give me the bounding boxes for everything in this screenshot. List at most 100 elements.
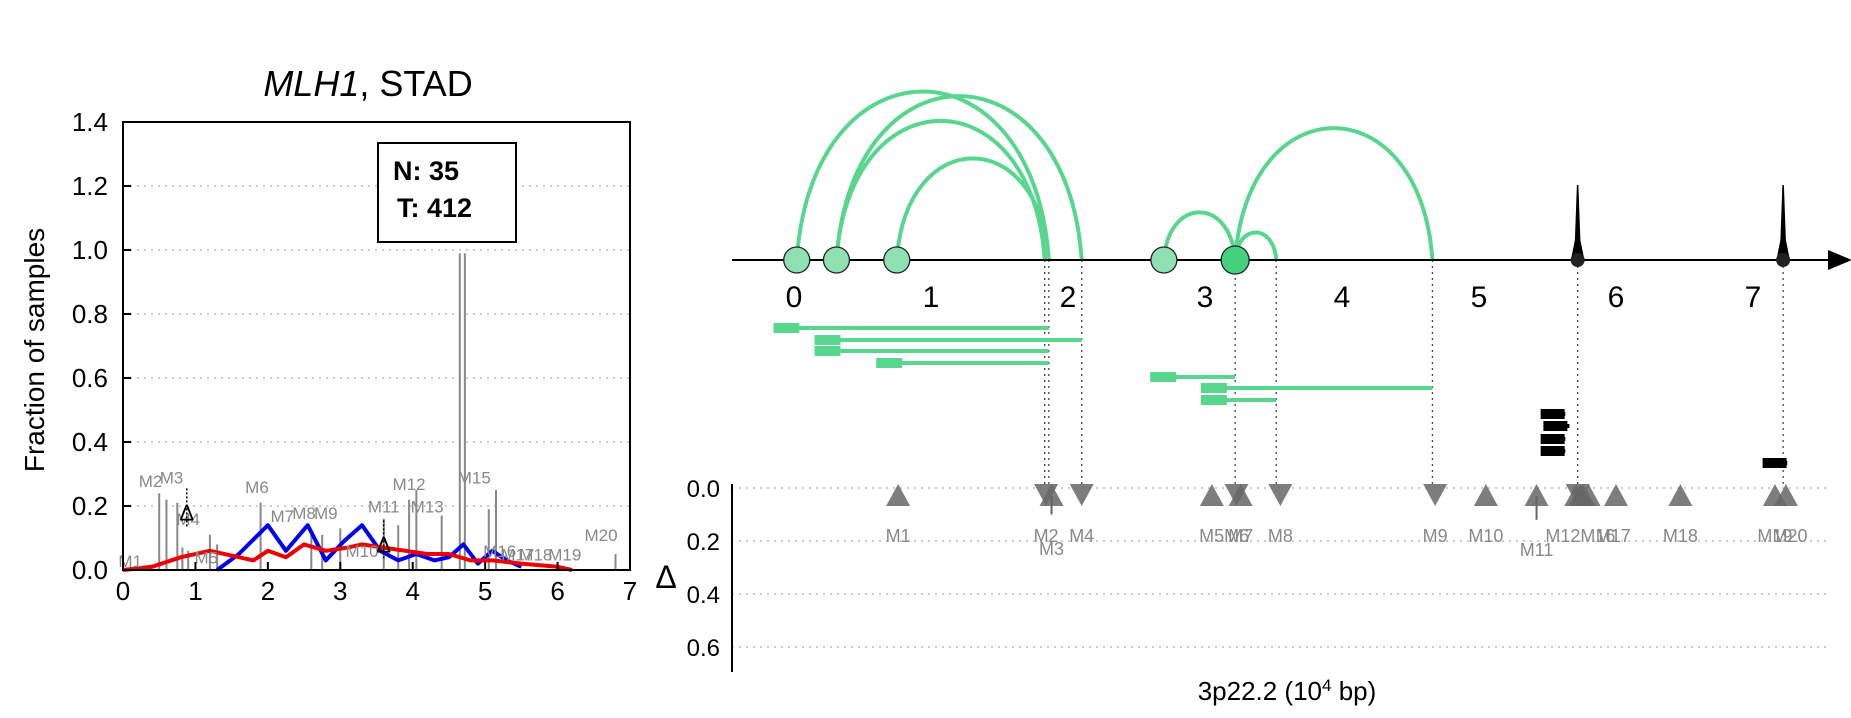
mutation-label: M18 bbox=[1663, 526, 1698, 546]
junction-arc bbox=[794, 89, 1051, 261]
black-block bbox=[1762, 458, 1787, 468]
y-tick-label: 0.6 bbox=[72, 363, 108, 393]
start-site-icon bbox=[1220, 245, 1250, 275]
genome-tick-label: 2 bbox=[1060, 281, 1077, 314]
mutation-triangle-icon bbox=[1773, 484, 1798, 506]
mutation-label: M4 bbox=[1069, 526, 1094, 546]
chart-title: MLH1, STAD bbox=[263, 63, 472, 104]
isoform-exon bbox=[1200, 383, 1227, 393]
genome-tick-label: 4 bbox=[1334, 281, 1351, 314]
peak bbox=[1570, 184, 1585, 261]
mutation-label: M12M16 bbox=[1545, 526, 1615, 546]
black-block bbox=[1540, 446, 1565, 456]
junction-arc bbox=[1161, 210, 1238, 261]
marker-label: M11 bbox=[368, 497, 400, 516]
delta-marker: Δ bbox=[179, 500, 194, 525]
mutation-label: M7 bbox=[1228, 526, 1253, 546]
mutation-label: M17 bbox=[1596, 526, 1631, 546]
x-tick-label: 5 bbox=[478, 576, 492, 606]
mutation-label: M2 bbox=[1034, 526, 1059, 546]
mutation-triangle-icon bbox=[1668, 484, 1693, 506]
x-tick-label: 7 bbox=[623, 576, 637, 606]
genome-tick-label: 6 bbox=[1608, 281, 1625, 314]
isoform-exon bbox=[814, 335, 841, 345]
start-sites bbox=[783, 245, 1250, 275]
mutation-triangle-icon bbox=[1199, 484, 1224, 506]
black-block bbox=[1540, 409, 1565, 419]
mutation-label: M10 bbox=[1468, 526, 1503, 546]
genome-tick-label: 1 bbox=[923, 281, 940, 314]
series-line bbox=[122, 542, 573, 572]
genome-tick-label: 5 bbox=[1471, 281, 1488, 314]
mutation-label: M1 bbox=[886, 526, 911, 546]
marker-label: M13 bbox=[411, 497, 444, 516]
marker-label: M16 bbox=[483, 542, 516, 561]
mutation-triangle-icon bbox=[1268, 484, 1293, 506]
mutation-label: M8 bbox=[1268, 526, 1293, 546]
marker-label: M20 bbox=[584, 526, 617, 545]
axis-arrow-icon bbox=[1828, 250, 1851, 270]
black-blocks bbox=[1540, 409, 1788, 468]
marker-label: M5 bbox=[194, 549, 218, 568]
isoform-exon bbox=[814, 346, 841, 356]
genome-tick-label: 0 bbox=[786, 281, 803, 314]
mutation-triangle-icon bbox=[1423, 484, 1448, 506]
mutation-label: M9 bbox=[1423, 526, 1448, 546]
y-tick-label: 1.2 bbox=[72, 171, 108, 201]
delta-grid bbox=[732, 487, 1830, 648]
delta-tick-label: 0.0 bbox=[687, 476, 720, 503]
mutation-triangle-icon bbox=[1576, 484, 1601, 506]
mutation-label: M11 bbox=[1520, 540, 1554, 560]
x-tick-label: 6 bbox=[550, 576, 564, 606]
legend-box: N: 35 T: 412 bbox=[377, 142, 517, 243]
mutation-label: M20 bbox=[1772, 526, 1807, 546]
peak-base bbox=[1776, 253, 1791, 267]
mutation-label: M19 bbox=[1757, 526, 1792, 546]
grid bbox=[123, 121, 630, 507]
delta-axis-label: Δ bbox=[655, 559, 676, 595]
isoform-exon bbox=[1150, 372, 1177, 382]
junction-arc bbox=[834, 94, 1084, 261]
mutation-triangle-icon bbox=[1228, 484, 1253, 506]
x-tick-label: 2 bbox=[261, 576, 275, 606]
marker-label: M15 bbox=[458, 469, 491, 488]
delta-tick-label: 0.4 bbox=[687, 582, 720, 609]
marker-label: M1 bbox=[118, 552, 142, 571]
peak-base bbox=[1570, 253, 1585, 267]
black-block bbox=[1543, 421, 1568, 431]
marker-label: M18 bbox=[519, 545, 552, 564]
mutation-label: M5M6 bbox=[1199, 526, 1249, 546]
marker-label: M4 bbox=[176, 510, 200, 529]
y-tick-label: 0.2 bbox=[72, 491, 108, 521]
marker-labels: M1M2M3M4M5M6M7M8M9M10M11M12M13M15M16M17M… bbox=[118, 469, 617, 571]
x-tick-label: 4 bbox=[405, 576, 419, 606]
junction-arcs bbox=[794, 89, 1435, 261]
tumor-count: T: 412 bbox=[397, 193, 472, 223]
start-site-icon bbox=[783, 246, 811, 274]
junction-arc bbox=[1233, 126, 1435, 261]
plot-frame bbox=[122, 121, 631, 571]
y-tick-label: 0.0 bbox=[72, 555, 108, 585]
isoform-exon bbox=[1200, 395, 1227, 405]
start-site-icon bbox=[883, 246, 911, 274]
delta-tick-label: 0.6 bbox=[687, 635, 720, 662]
peaks bbox=[1570, 184, 1791, 267]
marker-label: M6 bbox=[245, 478, 269, 497]
mutation-triangle-icon bbox=[1524, 484, 1549, 506]
mutation-label: M3 bbox=[1039, 539, 1064, 559]
genome-ticks: 0 1 2 3 4 5 6 7 bbox=[786, 281, 1762, 314]
x-axis-label: 3p22.2 (104 bp) bbox=[1198, 676, 1377, 706]
series-lines bbox=[122, 523, 573, 572]
y-tick-label: 0.8 bbox=[72, 299, 108, 329]
y-tick-label: 1.4 bbox=[72, 107, 108, 137]
start-site-icon bbox=[1150, 246, 1178, 274]
junction-arc bbox=[894, 156, 1051, 261]
x-tick-label: 1 bbox=[188, 576, 202, 606]
marker-label: M7 bbox=[271, 507, 295, 526]
isoform-exon bbox=[773, 323, 800, 333]
delta-tick-label: 0.2 bbox=[687, 529, 720, 556]
y-tick-label: 1.0 bbox=[72, 235, 108, 265]
mutation-triangle-icon bbox=[886, 484, 911, 506]
